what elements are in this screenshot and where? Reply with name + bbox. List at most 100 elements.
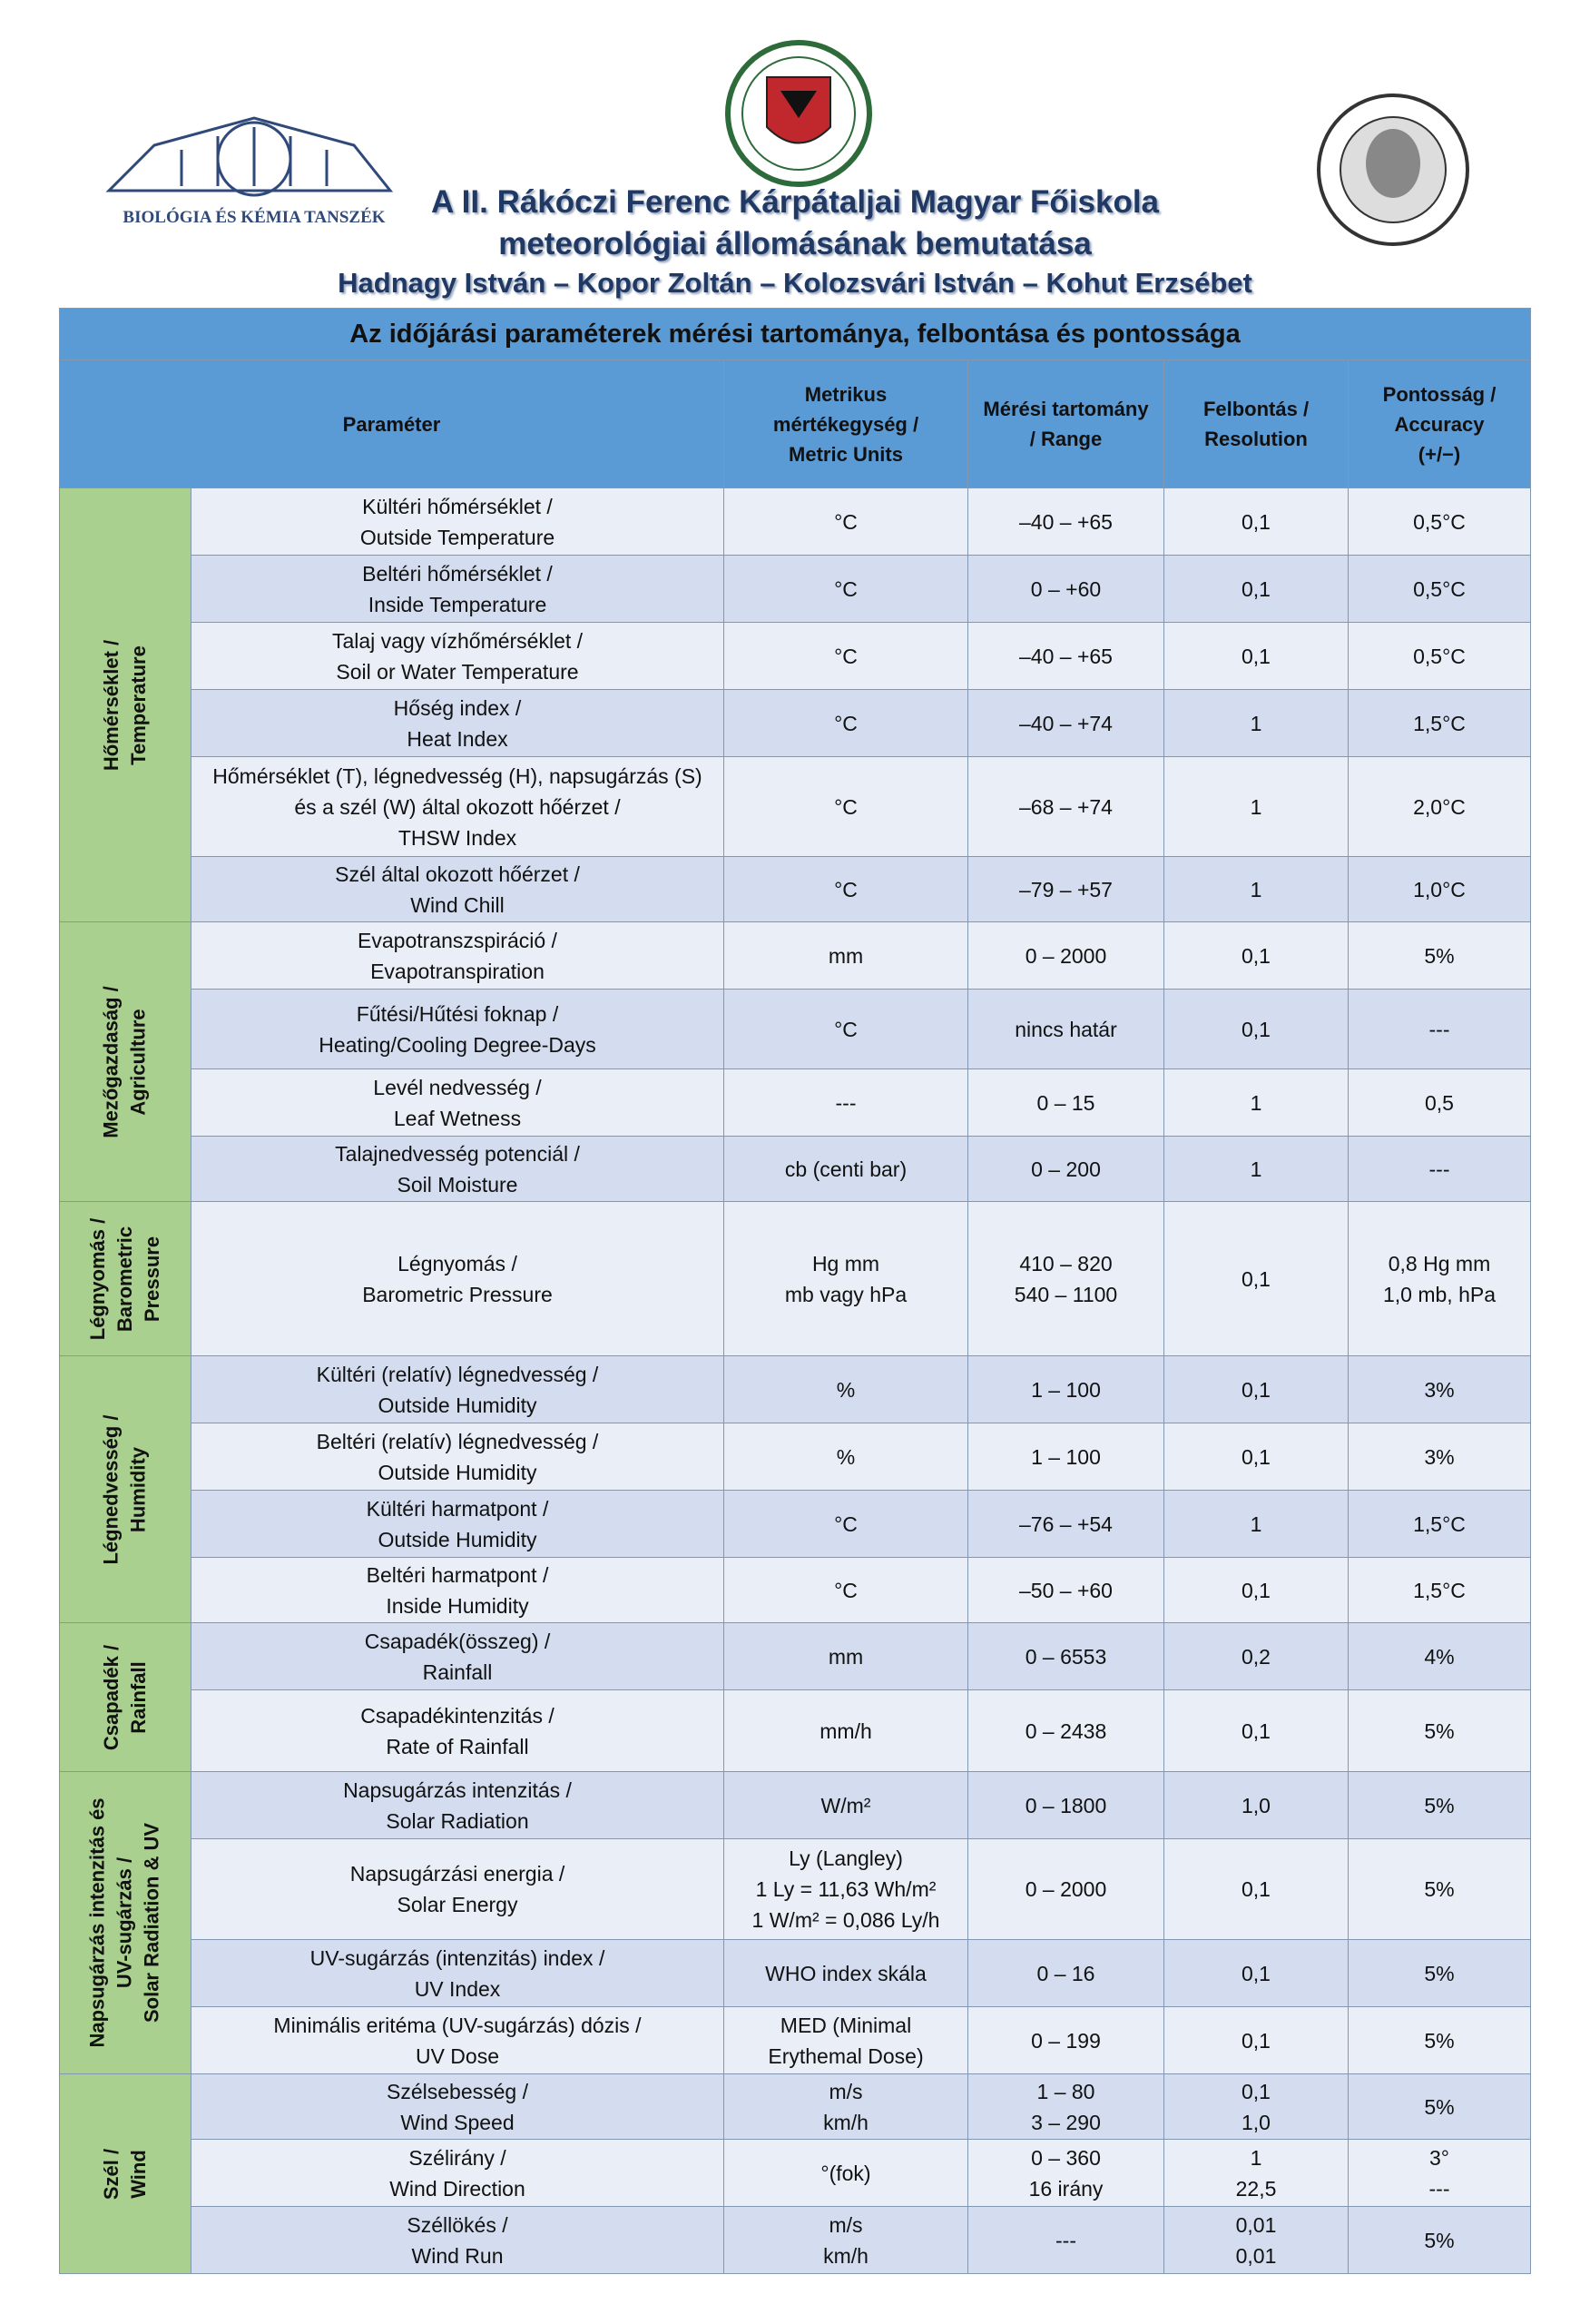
cell-line: –40 – +65 [1019, 509, 1113, 534]
value-cell: WHO index skála [723, 1939, 968, 2007]
value-cell: 1 [1163, 1068, 1349, 1137]
cell-line: WHO index skála [765, 1961, 927, 1985]
cell-line: 2,0°C [1413, 794, 1466, 819]
value-cell: mm/h [723, 1689, 968, 1772]
cell-line: 0 – 2438 [1025, 1718, 1107, 1743]
value-cell: 0 – 16 [967, 1939, 1164, 2007]
parameter-cell: Beltéri hőmérséklet / Inside Temperature [191, 555, 724, 623]
value-cell: –40 – +74 [967, 689, 1164, 757]
value-cell: 1 – 80 3 – 290 [967, 2073, 1164, 2140]
cell-line: Napsugárzás intenzitás és [86, 1797, 110, 2048]
value-cell: 0,1 [1163, 1689, 1349, 1772]
value-cell: 0,1 [1163, 1423, 1349, 1491]
cell-line: --- [1055, 2228, 1076, 2252]
cell-line: Hőmérséklet (T), légnedvesség (H), napsu… [212, 763, 702, 788]
cell-line: °C [834, 1578, 858, 1602]
value-cell: 0,1 [1163, 1355, 1349, 1423]
group-label: Légnyomás / Barometric Pressure [59, 1201, 191, 1356]
cell-line: °C [834, 794, 858, 819]
value-cell: 1 22,5 [1163, 2139, 1349, 2207]
cell-line: 0 – 360 [1031, 2145, 1101, 2170]
value-cell: --- [723, 1068, 968, 1137]
cell-line: 0 – 199 [1031, 2028, 1101, 2053]
cell-line: Temperature [127, 645, 151, 765]
cell-line: 0,5°C [1413, 509, 1466, 534]
cell-line: MED (Minimal [780, 2013, 912, 2037]
cell-line: Széllökés / [407, 2212, 508, 2237]
value-cell: 0,5°C [1348, 622, 1531, 690]
cell-line: Csapadék(összeg) / [364, 1629, 551, 1653]
cell-line: 0,1 [1242, 1266, 1271, 1291]
column-header: Mérési tartomány / Range [967, 359, 1164, 488]
value-cell: 410 – 820 540 – 1100 [967, 1201, 1164, 1356]
value-cell: m/s km/h [723, 2073, 968, 2140]
value-cell: °C [723, 1557, 968, 1623]
parameter-cell: Levél nedvesség / Leaf Wetness [191, 1068, 724, 1137]
parameter-cell: Kültéri harmatpont / Outside Humidity [191, 1490, 724, 1558]
cell-line: 0,8 Hg mm [1388, 1251, 1491, 1275]
value-cell: % [723, 1355, 968, 1423]
right-logo [1317, 94, 1469, 246]
group-label: Mezőgazdaság / Agriculture [59, 921, 191, 1202]
cell-line: 3 – 290 [1031, 2110, 1101, 2134]
value-cell: 1 – 100 [967, 1355, 1164, 1423]
value-cell: 5% [1348, 1689, 1531, 1772]
cell-line: 0,1 [1242, 576, 1271, 601]
cell-line: Talaj vagy vízhőmérséklet / [331, 628, 584, 653]
value-cell: 0 – 199 [967, 2006, 1164, 2074]
value-cell: 0,1 [1163, 989, 1349, 1069]
cell-line: 540 – 1100 [1014, 1282, 1118, 1306]
value-cell: --- [967, 2206, 1164, 2274]
value-cell: 0 – +60 [967, 555, 1164, 623]
value-cell: 1 [1163, 856, 1349, 922]
cell-line: °(fok) [820, 2161, 871, 2185]
value-cell: mm [723, 921, 968, 990]
value-cell: –76 – +54 [967, 1490, 1164, 1558]
cell-line: mb vagy hPa [784, 1282, 908, 1306]
cell-line: 1 [1250, 2145, 1262, 2170]
value-cell: 1,0°C [1348, 856, 1531, 922]
parameter-cell: Napsugárzás intenzitás / Solar Radiation [191, 1771, 724, 1839]
cell-line: Wind [127, 2149, 150, 2199]
cell-line: 0,1 [1242, 1444, 1271, 1469]
cell-line: % [836, 1377, 856, 1402]
cell-line: 0,1 [1242, 1017, 1271, 1041]
cell-line: 5% [1424, 1877, 1455, 1901]
cell-line: 1 [1250, 1512, 1262, 1536]
cell-line: 1,5°C [1413, 1512, 1466, 1536]
cell-line: Soil or Water Temperature [336, 659, 579, 684]
value-cell: –40 – +65 [967, 622, 1164, 690]
cell-line: --- [1428, 2176, 1450, 2201]
value-cell: Hg mm mb vagy hPa [723, 1201, 968, 1356]
value-cell: °(fok) [723, 2139, 968, 2207]
cell-line: Leaf Wetness [393, 1106, 522, 1130]
cell-line: Paraméter [342, 412, 441, 436]
logo-text: BIOLÓGIA ÉS KÉMIA TANSZÉK [123, 207, 385, 227]
value-cell: –40 – +65 [967, 487, 1164, 556]
parameter-cell: Csapadék(összeg) / Rainfall [191, 1622, 724, 1690]
table-title: Az időjárási paraméterek mérési tartomán… [59, 308, 1531, 360]
group-label: Csapadék / Rainfall [59, 1622, 191, 1772]
cell-line: / Range [1029, 428, 1103, 450]
cell-line: mm/h [820, 1718, 872, 1743]
cell-line: 1 [1250, 1157, 1262, 1181]
cell-line: nincs határ [1015, 1017, 1117, 1041]
cell-line: Szél / [100, 2148, 123, 2200]
value-cell: 5% [1348, 1771, 1531, 1839]
value-cell: 1,5°C [1348, 689, 1531, 757]
cell-line: Kültéri harmatpont / [366, 1496, 549, 1521]
parameter-cell: Napsugárzási energia / Solar Energy [191, 1838, 724, 1940]
cell-line: °C [834, 1017, 858, 1041]
cell-line: Inside Humidity [386, 1593, 529, 1618]
cell-line: 1,5°C [1413, 711, 1466, 735]
cell-line: mm [828, 943, 864, 968]
cell-line: 0,01 [1235, 2212, 1277, 2237]
value-cell: 1 [1163, 689, 1349, 757]
cell-line: UV-sugárzás / [113, 1856, 137, 1989]
cell-line: 1,0 mb, hPa [1382, 1282, 1497, 1306]
value-cell: 4% [1348, 1622, 1531, 1690]
value-cell: m/s km/h [723, 2206, 968, 2274]
cell-line: --- [1428, 1017, 1450, 1041]
cell-line: és a szél (W) által okozott hőérzet / [294, 794, 621, 819]
cell-line: 0,1 [1242, 509, 1271, 534]
